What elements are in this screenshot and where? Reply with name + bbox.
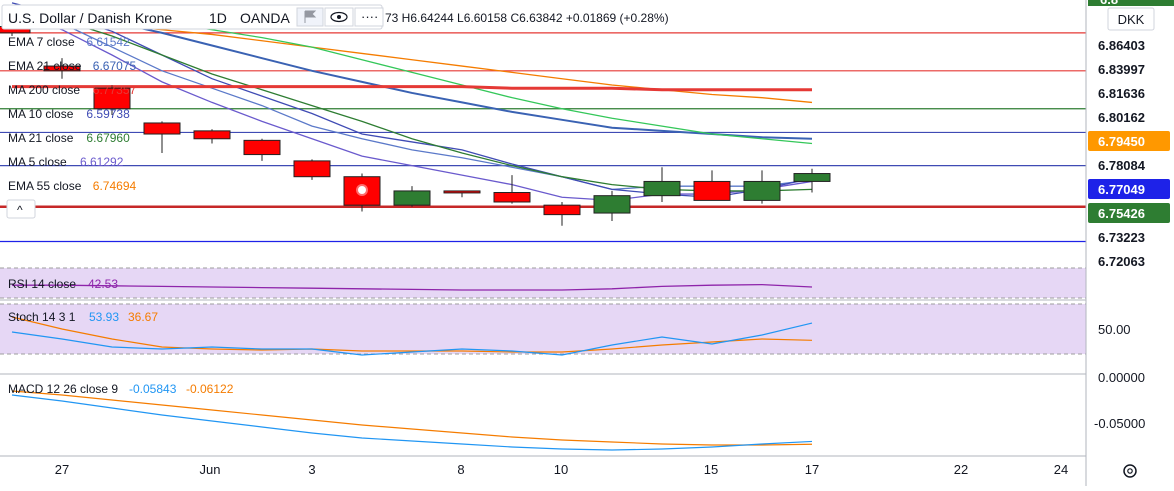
- price-tag: [1088, 203, 1170, 223]
- eye-pupil-icon: [337, 15, 341, 19]
- stoch-pane-background: [0, 304, 1086, 354]
- macd-signal-line: [11, 390, 813, 446]
- legend-value: 6.59738: [86, 107, 130, 121]
- candle-body: [93, 87, 131, 110]
- eye-icon: [330, 11, 348, 23]
- legend-value: 6.67075: [93, 59, 137, 73]
- collapse-icon: ^: [17, 203, 23, 217]
- price-axis-label: 6.77049: [1098, 182, 1145, 197]
- macd-value: -0.05843: [129, 382, 177, 396]
- macd-axis-label: -0.05000: [1094, 416, 1145, 431]
- rsi-pane-background: [0, 268, 1086, 298]
- source-label: OANDA: [240, 10, 290, 26]
- macd-line: [11, 394, 813, 451]
- chart-header: U.S. Dollar / Danish Krone 1D OANDA ···· 73 …: [1, 4, 669, 30]
- price-tag: [1088, 179, 1170, 199]
- legend-value: 6.61542: [86, 35, 130, 49]
- price-axis-label: 6.78084: [1098, 158, 1146, 173]
- time-tick-label: 27: [55, 462, 69, 477]
- stoch-label: Stoch 14 3 1: [8, 310, 76, 324]
- rsi-value: 42.53: [88, 277, 118, 291]
- stoch-k-line: [11, 322, 813, 356]
- legend-label: EMA 7 close: [8, 35, 75, 49]
- gear-icon: [1123, 464, 1137, 478]
- price-axis-label: 6.81636: [1098, 86, 1145, 101]
- macd-label: MACD 12 26 close 9: [8, 382, 118, 396]
- interval-label: 1D: [209, 10, 227, 26]
- stoch-k-value: 53.93: [89, 310, 119, 324]
- settings-button[interactable]: [1123, 464, 1137, 478]
- legend-value: 6.61292: [80, 155, 124, 169]
- candle-body: [293, 160, 331, 178]
- candle-body: [493, 192, 531, 203]
- stoch-d-line: [11, 316, 813, 353]
- candle-body: [393, 190, 431, 206]
- price-axis-label: 6.80162: [1098, 110, 1145, 125]
- legend-label: MA 200 close: [8, 83, 80, 97]
- legend-value: 6.74694: [93, 179, 137, 193]
- price-axis-label: 6.72063: [1098, 254, 1145, 269]
- stoch-axis-label: 50.00: [1098, 322, 1131, 337]
- ma-line: [12, 85, 812, 92]
- candle-body: [443, 190, 481, 194]
- legend-value: 6.77357: [93, 83, 137, 97]
- time-tick-label: Jun: [200, 462, 221, 477]
- gear-center-icon: [1127, 468, 1133, 474]
- candle-body: [793, 173, 831, 182]
- top-price-tag: [1088, 0, 1174, 6]
- more-icon: ····: [361, 9, 378, 24]
- price-axis-label: 6.86403: [1098, 38, 1145, 53]
- candle-body: [43, 65, 81, 72]
- candle-marker: [356, 184, 368, 196]
- time-tick-label: 3: [308, 462, 315, 477]
- legend-label: MA 5 close: [8, 155, 67, 169]
- currency-badge-label: DKK: [1118, 12, 1145, 27]
- rsi-label: RSI 14 close: [8, 277, 76, 291]
- flag-icon: [304, 10, 317, 23]
- more-button[interactable]: [354, 7, 384, 27]
- price-tag: [1088, 131, 1170, 151]
- time-tick-label: 17: [805, 462, 819, 477]
- rsi-line: [12, 283, 813, 291]
- price-axis-label: 6.75426: [1098, 206, 1145, 221]
- time-tick-label: 8: [457, 462, 464, 477]
- candle-body: [243, 139, 281, 156]
- legend-label: MA 10 close: [8, 107, 74, 121]
- top-price-label: 6.8: [1100, 0, 1118, 7]
- candle-body: [193, 130, 231, 140]
- symbol-name: U.S. Dollar / Danish Krone: [8, 10, 172, 26]
- candle-body: [593, 195, 631, 214]
- legend-value: 6.67960: [86, 131, 130, 145]
- stoch-d-value: 36.67: [128, 310, 158, 324]
- time-tick-label: 15: [704, 462, 718, 477]
- time-tick-label: 10: [554, 462, 568, 477]
- macd-signal-value: -0.06122: [186, 382, 234, 396]
- ohlc-values: 73 H6.64244 L6.60158 C6.63842 +0.01869 (…: [385, 11, 669, 25]
- indicator-legend: EMA 7 close 6.61542 EMA 21 close 6.67075 MA …: [8, 35, 137, 193]
- price-axis-label: 6.79450: [1098, 134, 1145, 149]
- macd-axis-label: 0.00000: [1098, 370, 1145, 385]
- time-tick-label: 24: [1054, 462, 1068, 477]
- candle-body: [143, 122, 181, 135]
- price-axis-label: 6.73223: [1098, 230, 1145, 245]
- candle-body: [643, 180, 681, 197]
- candle-body: [693, 180, 731, 201]
- collapse-legend-button[interactable]: [6, 199, 36, 219]
- time-tick-label: 22: [954, 462, 968, 477]
- legend-label: MA 21 close: [8, 131, 74, 145]
- price-axis-label: 6.83997: [1098, 62, 1145, 77]
- price-axis-background: [1086, 0, 1174, 486]
- candle-body: [743, 180, 781, 201]
- currency-badge[interactable]: [1107, 7, 1155, 31]
- legend-label: EMA 21 close: [8, 59, 82, 73]
- candle-body: [543, 204, 581, 216]
- legend-label: EMA 55 close: [8, 179, 82, 193]
